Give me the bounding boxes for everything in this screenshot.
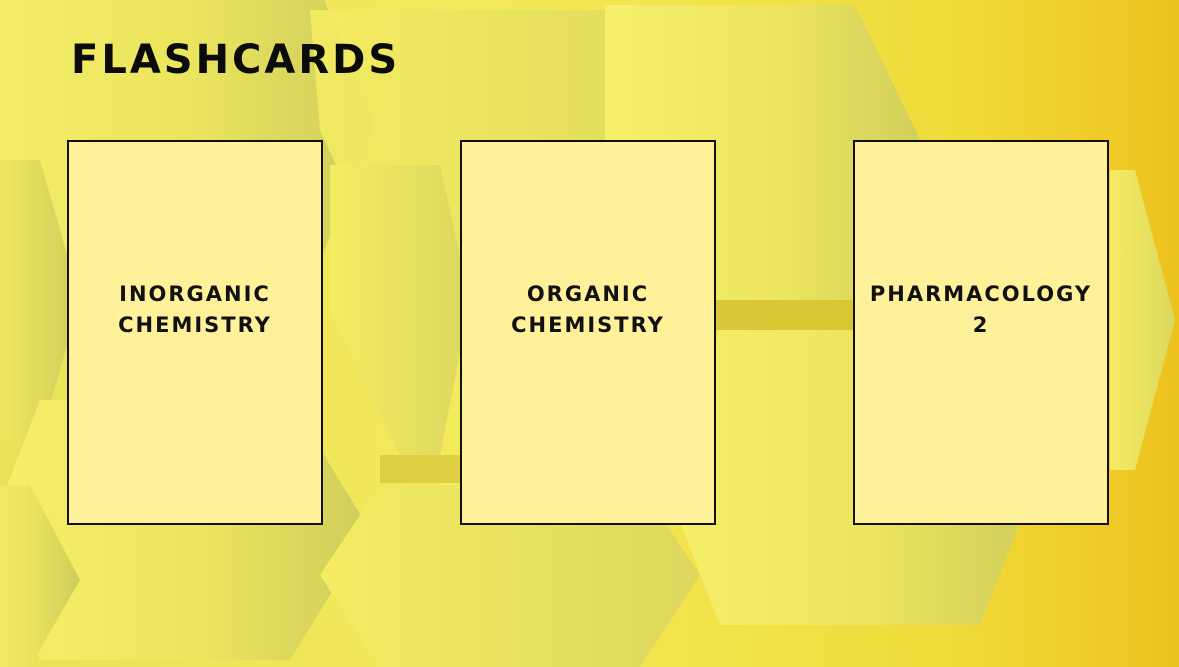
flashcard-label: ORGANIC CHEMISTRY	[511, 282, 665, 337]
flashcard-pharmacology-2[interactable]: PHARMACOLOGY 2	[853, 140, 1109, 525]
flashcard-inorganic-chemistry[interactable]: INORGANIC CHEMISTRY	[67, 140, 323, 525]
page-title: FLASHCARDS	[71, 37, 401, 83]
flashcard-label: INORGANIC CHEMISTRY	[118, 282, 272, 337]
flashcard-label: PHARMACOLOGY 2	[869, 282, 1093, 337]
flashcard-organic-chemistry[interactable]: ORGANIC CHEMISTRY	[460, 140, 716, 525]
